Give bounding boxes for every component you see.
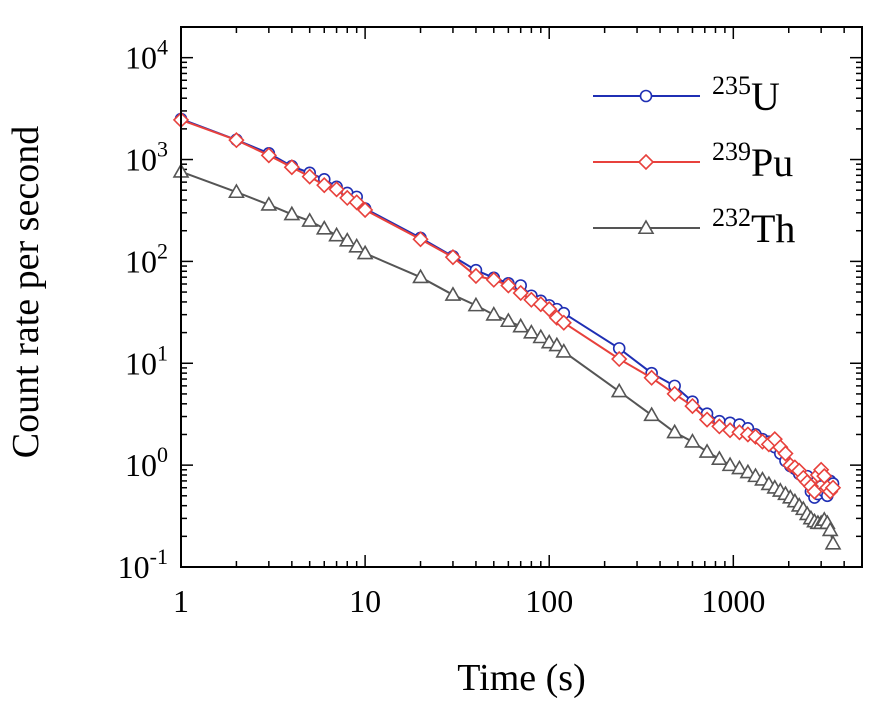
series-232th: [172, 163, 842, 550]
y-tick-label: 10-1: [118, 544, 168, 585]
data-point-232th: [338, 231, 356, 247]
data-point-239pu: [824, 479, 842, 496]
y-tick-label: 100: [125, 442, 168, 483]
data-point-232th: [739, 463, 757, 479]
x-tick-label: 1000: [701, 583, 765, 619]
tick-labels: 1 10 100 1000 10-1 100 101 102 103 104: [118, 35, 766, 619]
y-tick-label: 102: [125, 238, 168, 279]
data-point-239pu: [684, 397, 701, 415]
x-tick-label: 100: [525, 583, 573, 619]
data-point-239pu: [500, 277, 517, 294]
y-tick-label: 103: [125, 137, 168, 178]
data-point-239pu: [283, 159, 300, 176]
data-point-239pu: [356, 201, 374, 219]
data-point-232th: [548, 336, 566, 352]
data-point-232th: [721, 456, 739, 472]
legend-marker: [637, 219, 655, 235]
data-point-232th: [412, 268, 429, 284]
data-point-239pu: [328, 181, 345, 198]
data-point-239pu: [412, 231, 429, 248]
data-point-239pu: [555, 314, 572, 331]
data-point-232th: [698, 443, 716, 458]
data-point-239pu: [512, 284, 529, 302]
data-point-239pu: [301, 168, 318, 185]
data-point-239pu: [316, 177, 333, 194]
legend-item-239pu: 239Pu: [593, 137, 793, 185]
legend-label: 232Th: [712, 203, 795, 251]
data-point-232th: [467, 296, 485, 312]
data-point-239pu: [698, 411, 716, 428]
data-point-232th: [348, 237, 366, 253]
data-point-239pu: [260, 147, 277, 164]
legend: 235U 239Pu 232Th: [593, 71, 795, 251]
data-point-232th: [666, 423, 684, 439]
data-point-232th: [260, 196, 278, 211]
data-point-232th: [710, 450, 728, 465]
data-point-239pu: [777, 445, 794, 462]
data-point-239pu: [666, 385, 683, 403]
data-point-232th: [228, 183, 245, 199]
plot-frame: [180, 26, 863, 568]
legend-label: 235U: [712, 71, 780, 119]
data-point-239pu: [348, 194, 365, 211]
data-point-232th: [532, 328, 550, 344]
data-point-232th: [643, 406, 661, 422]
legend-marker: [639, 89, 653, 103]
data-point-232th: [821, 521, 839, 537]
data-point-232th: [301, 212, 319, 227]
legend-label: 239Pu: [712, 137, 793, 185]
y-tick-label: 101: [125, 340, 168, 381]
data-point-239pu: [485, 271, 502, 288]
data-point-232th: [499, 312, 517, 328]
y-tick-label: 104: [125, 35, 168, 76]
data-point-232th: [512, 317, 530, 333]
data-point-232th: [356, 244, 374, 260]
data-point-232th: [731, 459, 748, 475]
data-point-232th: [522, 323, 540, 339]
y-axis-label: Count rate per second: [5, 126, 47, 458]
data-point-232th: [444, 286, 462, 301]
data-point-232th: [283, 205, 301, 221]
data-point-239pu: [806, 483, 823, 500]
x-tick-label: 1: [173, 583, 189, 619]
data-point-232th: [684, 433, 701, 448]
legend-item-235u: 235U: [593, 71, 780, 119]
data-point-232th: [328, 226, 345, 242]
data-point-239pu: [228, 132, 245, 149]
legend-item-232th: 232Th: [593, 203, 795, 251]
data-point-239pu: [643, 369, 660, 386]
series-239pu: [172, 111, 842, 500]
series-235u: [174, 112, 840, 504]
data-point-239pu: [611, 350, 628, 368]
data-point-232th: [824, 534, 842, 550]
data-point-239pu: [444, 249, 462, 266]
x-tick-label: 10: [349, 583, 381, 619]
series-line-235u: [180, 118, 834, 500]
data-point-232th: [555, 343, 573, 358]
legend-marker: [637, 153, 655, 171]
data-point-232th: [610, 382, 628, 398]
data-point-232th: [485, 306, 503, 321]
data-point-239pu: [541, 300, 558, 318]
data-series: [172, 111, 842, 550]
data-point-232th: [315, 219, 333, 235]
x-axis-label: Time (s): [457, 657, 585, 699]
data-point-239pu: [467, 267, 485, 285]
